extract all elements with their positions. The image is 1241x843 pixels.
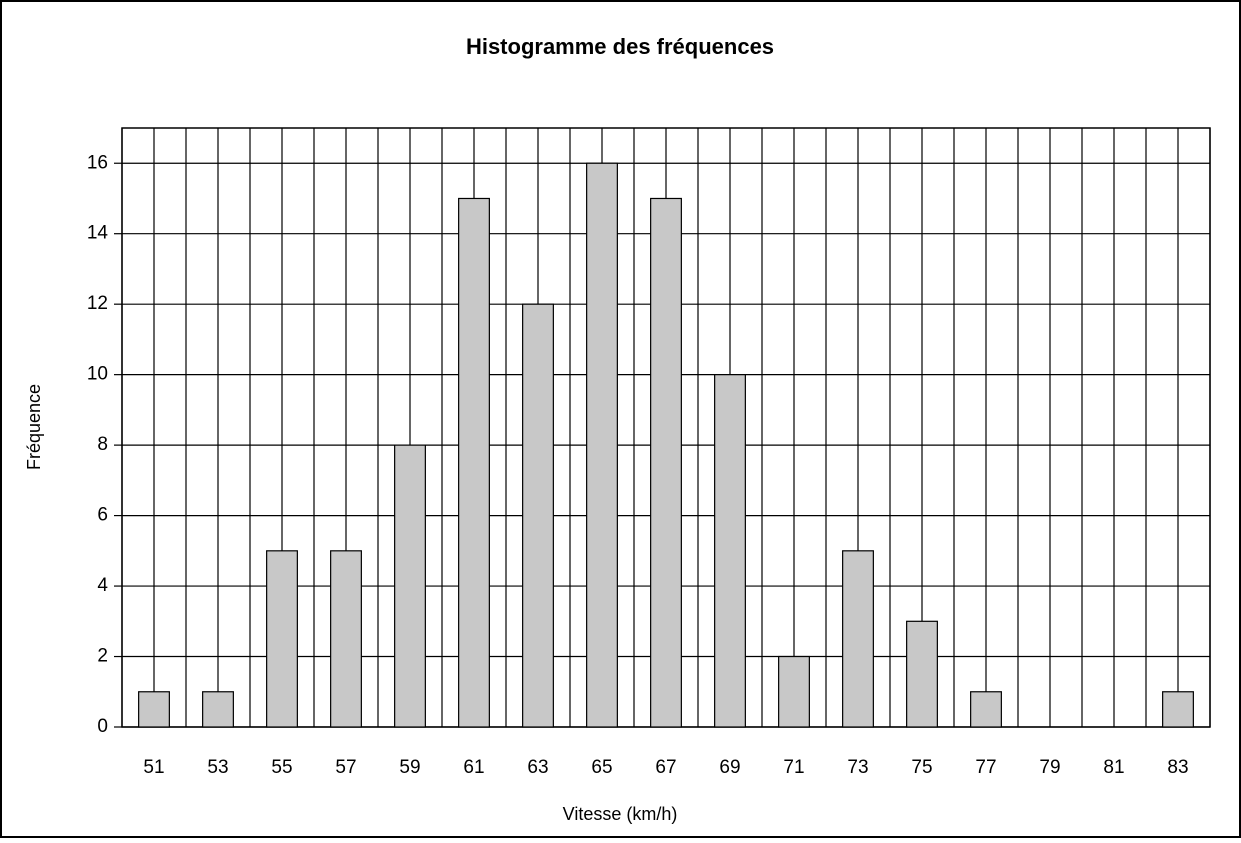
- y-tick-label: 12: [87, 293, 108, 314]
- y-tick-label: 8: [97, 434, 108, 455]
- bar: [906, 620, 938, 728]
- bar: [202, 691, 234, 728]
- bar: [266, 550, 298, 728]
- bar: [394, 444, 426, 728]
- y-tick-label: 0: [97, 716, 108, 737]
- x-tick-label: 75: [911, 757, 932, 778]
- y-tick-label: 4: [97, 575, 108, 596]
- y-tick-label: 2: [97, 646, 108, 667]
- bar: [714, 374, 746, 728]
- bar: [842, 550, 874, 728]
- bar: [138, 691, 170, 728]
- y-axis-label: Fréquence: [24, 384, 44, 470]
- bar: [330, 550, 362, 728]
- bar: [970, 691, 1002, 728]
- chart-title: Histogramme des fréquences: [466, 34, 774, 59]
- x-tick-label: 65: [591, 757, 612, 778]
- y-tick-label: 16: [87, 152, 108, 173]
- x-tick-label: 63: [527, 757, 548, 778]
- x-tick-label: 73: [847, 757, 868, 778]
- x-tick-label: 57: [335, 757, 356, 778]
- x-tick-label: 77: [975, 757, 996, 778]
- bar: [650, 197, 682, 728]
- bar: [458, 197, 490, 728]
- y-tick-label: 6: [97, 505, 108, 526]
- x-tick-label: 59: [399, 757, 420, 778]
- x-tick-label: 69: [719, 757, 740, 778]
- bar: [586, 162, 618, 728]
- x-tick-label: 61: [463, 757, 484, 778]
- x-tick-label: 51: [143, 757, 164, 778]
- x-tick-label: 67: [655, 757, 676, 778]
- x-axis-label: Vitesse (km/h): [563, 804, 678, 824]
- bar: [778, 655, 810, 728]
- x-tick-label: 53: [207, 757, 228, 778]
- y-tick-label: 14: [87, 223, 109, 244]
- x-tick-label: 83: [1167, 757, 1188, 778]
- bar: [522, 303, 554, 728]
- x-tick-label: 55: [271, 757, 292, 778]
- x-tick-label: 79: [1039, 757, 1060, 778]
- x-tick-label: 81: [1103, 757, 1124, 778]
- y-tick-label: 10: [87, 364, 108, 385]
- x-tick-label: 71: [783, 757, 804, 778]
- bar: [1162, 691, 1194, 728]
